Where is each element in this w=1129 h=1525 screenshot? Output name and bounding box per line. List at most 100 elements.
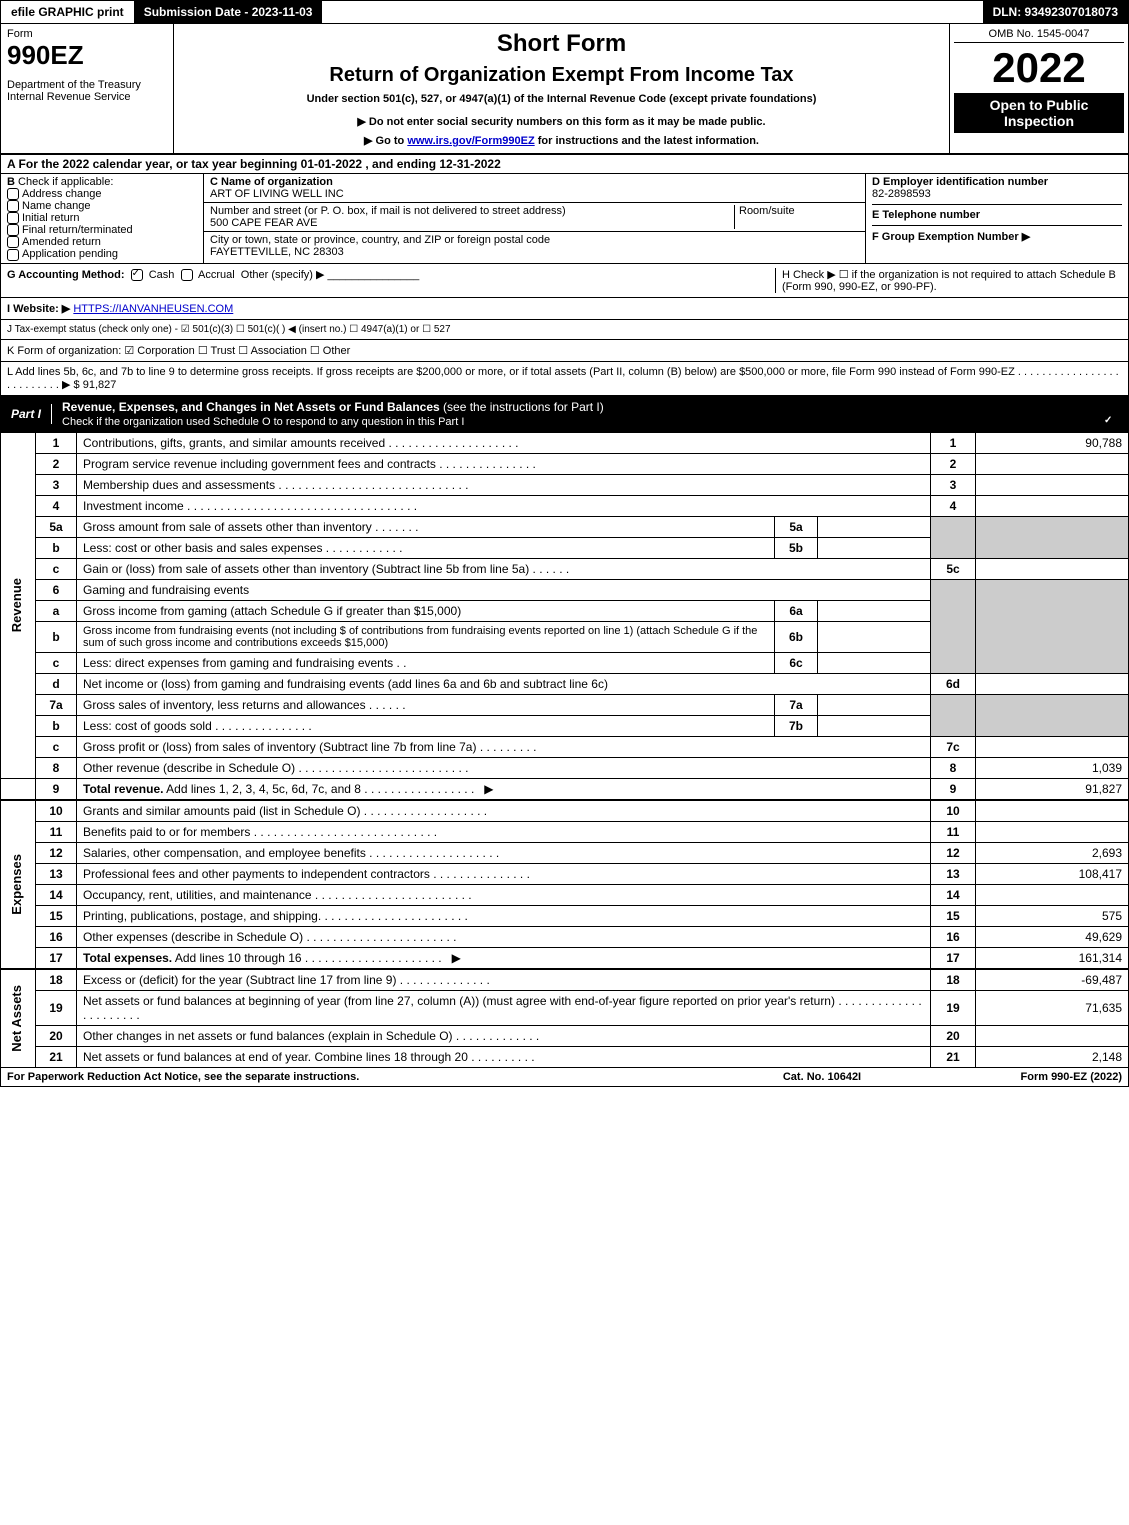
revenue-table: Revenue 1 Contributions, gifts, grants, … [0,432,1129,800]
header-left: Form 990EZ Department of the Treasury In… [1,24,174,153]
line-9-value: 91,827 [976,778,1129,799]
line-7c-desc: Gross profit or (loss) from sales of inv… [77,736,931,757]
line-10-desc: Grants and similar amounts paid (list in… [77,800,931,821]
ein: 82-2898593 [872,188,931,200]
row-j-tax-exempt: J Tax-exempt status (check only one) - ☑… [0,320,1129,340]
irs-label: Internal Revenue Service [7,91,167,103]
short-form-title: Short Form [180,30,943,58]
checkbox-cash[interactable] [131,269,143,281]
line-11-desc: Benefits paid to or for members . . . . … [77,821,931,842]
city-row: City or town, state or province, country… [204,232,865,260]
net-assets-table: Net Assets 18 Excess or (deficit) for th… [0,969,1129,1068]
line-6b-desc: Gross income from fundraising events (no… [77,621,775,652]
line-6a-desc: Gross income from gaming (attach Schedul… [77,600,775,621]
street-row: Number and street (or P. O. box, if mail… [204,203,865,232]
part-1-title: Revenue, Expenses, and Changes in Net As… [52,397,1128,431]
website-link[interactable]: HTTPS://IANVANHEUSEN.COM [73,303,233,315]
line-6b-value [818,621,931,652]
page-footer: For Paperwork Reduction Act Notice, see … [0,1068,1129,1087]
line-10-value [976,800,1129,821]
expenses-table: Expenses 10 Grants and similar amounts p… [0,800,1129,969]
line-19-value: 71,635 [976,990,1129,1025]
line-21-desc: Net assets or fund balances at end of ye… [77,1046,931,1067]
open-to-public: Open to Public Inspection [954,93,1124,133]
line-6d-desc: Net income or (loss) from gaming and fun… [77,673,931,694]
dept-treasury: Department of the Treasury [7,79,167,91]
line-4-desc: Investment income . . . . . . . . . . . … [77,495,931,516]
tax-year: 2022 [954,43,1124,93]
line-5b-value [818,537,931,558]
line-5a-desc: Gross amount from sale of assets other t… [77,516,775,537]
line-18-desc: Excess or (deficit) for the year (Subtra… [77,969,931,990]
form-number: 990EZ [7,40,167,71]
line-12-desc: Salaries, other compensation, and employ… [77,842,931,863]
revenue-section-label: Revenue [1,432,36,778]
expenses-section-label: Expenses [1,800,36,968]
header-center: Short Form Return of Organization Exempt… [174,24,949,153]
line-7c-value [976,736,1129,757]
goto-line: ▶ Go to www.irs.gov/Form990EZ for instru… [180,134,943,147]
line-16-value: 49,629 [976,926,1129,947]
checkbox-final-return[interactable] [7,224,19,236]
line-15-value: 575 [976,905,1129,926]
line-14-desc: Occupancy, rent, utilities, and maintena… [77,884,931,905]
row-h: H Check ▶ ☐ if the organization is not r… [775,268,1122,293]
part-1-label: Part I [1,404,52,424]
line-13-desc: Professional fees and other payments to … [77,863,931,884]
line-2-desc: Program service revenue including govern… [77,453,931,474]
header-right: OMB No. 1545-0047 2022 Open to Public In… [949,24,1128,153]
line-14-value [976,884,1129,905]
checkbox-name-change[interactable] [7,200,19,212]
line-3-value [976,474,1129,495]
checkbox-initial-return[interactable] [7,212,19,224]
line-4-value [976,495,1129,516]
org-name-row: C Name of organization ART OF LIVING WEL… [204,174,865,203]
line-6-desc: Gaming and fundraising events [77,579,931,600]
checkbox-schedule-o-part1[interactable] [1103,414,1115,426]
return-title: Return of Organization Exempt From Incom… [180,64,943,87]
submission-date: Submission Date - 2023-11-03 [134,1,323,23]
line-5b-desc: Less: cost or other basis and sales expe… [77,537,775,558]
line-6c-value [818,652,931,673]
efile-label: efile GRAPHIC print [1,1,134,23]
line-5c-desc: Gain or (loss) from sale of assets other… [77,558,931,579]
accounting-method: G Accounting Method: Cash Accrual Other … [7,268,769,293]
checkbox-amended-return[interactable] [7,236,19,248]
section-bcd: B Check if applicable: Address change Na… [0,174,1129,264]
row-a-tax-year: A For the 2022 calendar year, or tax yea… [0,155,1129,174]
dln: DLN: 93492307018073 [983,1,1128,23]
top-bar: efile GRAPHIC print Submission Date - 20… [0,0,1129,24]
line-20-desc: Other changes in net assets or fund bala… [77,1025,931,1046]
footer-form-ref: Form 990-EZ (2022) [922,1071,1122,1083]
line-13-value: 108,417 [976,863,1129,884]
column-c: C Name of organization ART OF LIVING WEL… [204,174,865,263]
line-6d-value [976,673,1129,694]
column-b: B Check if applicable: Address change Na… [1,174,204,263]
city-state-zip: FAYETTEVILLE, NC 28303 [210,246,550,258]
street-address: 500 CAPE FEAR AVE [210,217,734,229]
checkbox-address-change[interactable] [7,188,19,200]
irs-link[interactable]: www.irs.gov/Form990EZ [407,135,534,147]
row-g-h: G Accounting Method: Cash Accrual Other … [0,264,1129,298]
org-name: ART OF LIVING WELL INC [210,188,859,200]
line-17-value: 161,314 [976,947,1129,968]
column-d: D Employer identification number 82-2898… [865,174,1128,263]
line-7a-value [818,694,931,715]
part-1-header: Part I Revenue, Expenses, and Changes in… [0,396,1129,432]
footer-cat-no: Cat. No. 10642I [722,1071,922,1083]
line-1-desc: Contributions, gifts, grants, and simila… [77,432,931,453]
line-20-value [976,1025,1129,1046]
checkbox-application-pending[interactable] [7,249,19,261]
netassets-section-label: Net Assets [1,969,36,1067]
line-12-value: 2,693 [976,842,1129,863]
checkbox-accrual[interactable] [181,269,193,281]
line-8-value: 1,039 [976,757,1129,778]
line-21-value: 2,148 [976,1046,1129,1067]
line-5c-value [976,558,1129,579]
omb-number: OMB No. 1545-0047 [954,28,1124,43]
line-16-desc: Other expenses (describe in Schedule O) … [77,926,931,947]
row-k-form-org: K Form of organization: ☑ Corporation ☐ … [0,340,1129,362]
line-11-value [976,821,1129,842]
b-label: B [7,176,18,188]
row-l-gross-receipts: L Add lines 5b, 6c, and 7b to line 9 to … [0,362,1129,396]
